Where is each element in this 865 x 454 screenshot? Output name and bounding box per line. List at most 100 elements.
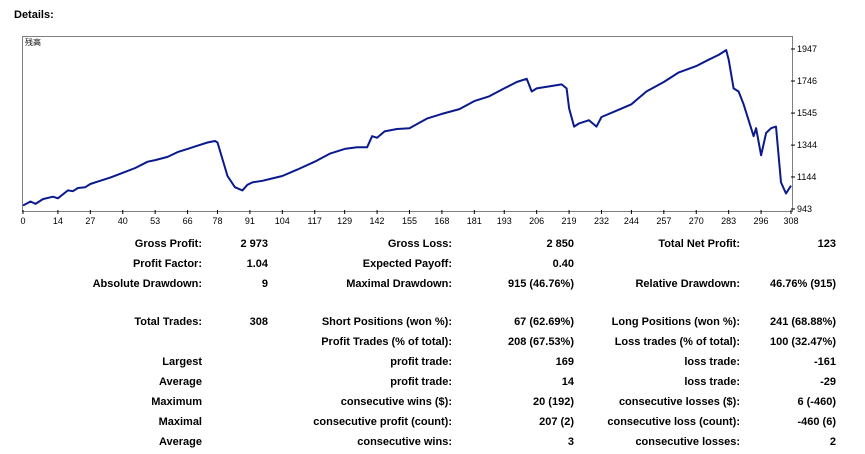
x-tick-label: 232 [594, 216, 609, 226]
y-tick-label: 1344 [797, 140, 817, 150]
stat-value: 169 [555, 356, 574, 368]
stat-value: 308 [249, 316, 268, 328]
stat-value: 915 (46.76%) [507, 278, 574, 290]
stat-value [202, 332, 268, 352]
x-tick-label: 270 [689, 216, 704, 226]
stats-row: Average profit trade: 14 loss trade: -29 [0, 372, 836, 392]
x-tick-label: 40 [118, 216, 128, 226]
stat-value: 14 [561, 376, 574, 388]
stat-label: Total Trades: [134, 316, 202, 328]
x-tick-label: 142 [370, 216, 385, 226]
chart-series-label: 残高 [25, 38, 41, 47]
x-tick-label: 53 [150, 216, 160, 226]
x-tick-label: 27 [85, 216, 95, 226]
stat-value: -29 [820, 376, 836, 388]
x-tick-label: 257 [656, 216, 671, 226]
stat-value: 3 [567, 436, 574, 448]
stats-row: Absolute Drawdown: 9 Maximal Drawdown: 9… [0, 274, 836, 294]
stat-value: 123 [817, 238, 836, 250]
balance-series-line [22, 49, 792, 207]
stat-value: 46.76% (915) [769, 278, 836, 290]
stat-label: consecutive wins: [357, 436, 452, 448]
stat-label: Average [158, 436, 202, 448]
stat-value [202, 392, 268, 412]
y-tick-label: 1144 [797, 172, 816, 182]
stat-label: Absolute Drawdown: [92, 278, 202, 290]
stat-value [202, 412, 268, 432]
x-tick-label: 0 [20, 216, 25, 226]
stat-label: Maximum [151, 396, 202, 408]
stat-value: 1.04 [246, 258, 268, 270]
stat-label: Largest [162, 356, 202, 368]
balance-chart-frame [22, 36, 793, 212]
stat-label: consecutive wins ($): [340, 396, 452, 408]
stat-label: profit trade: [390, 356, 452, 368]
stat-value: 0.40 [552, 258, 574, 270]
x-tick-label: 14 [53, 216, 63, 226]
stats-row: Profit Trades (% of total): 208 (67.53%)… [0, 332, 836, 352]
details-title: Details: [14, 9, 54, 21]
stats-table: Gross Profit: 2 973 Gross Loss: 2 850 To… [0, 234, 836, 452]
x-tick-label: 296 [754, 216, 769, 226]
x-tick-label: 91 [245, 216, 255, 226]
x-tick-label: 244 [624, 216, 639, 226]
stat-value: 207 (2) [539, 416, 574, 428]
y-tick-label: 1947 [797, 44, 817, 54]
stat-value: 6 (-460) [797, 396, 836, 408]
y-tick-label: 1545 [797, 108, 817, 118]
x-tick-label: 66 [183, 216, 193, 226]
stat-value [202, 372, 268, 392]
stat-value: 9 [261, 278, 268, 290]
stats-row: Gross Profit: 2 973 Gross Loss: 2 850 To… [0, 234, 836, 254]
stat-value: 100 (32.47%) [769, 336, 836, 348]
x-tick-label: 117 [308, 216, 322, 226]
stat-label: Profit Trades (% of total): [321, 336, 452, 348]
stats-row: Average consecutive wins: 3 consecutive … [0, 432, 836, 452]
balance-chart: 943 1144 1344 1545 1746 1947 0 14 27 40 53 66 78 91 10… [20, 44, 817, 226]
stat-value: -161 [813, 356, 836, 368]
x-tick-label: 283 [721, 216, 736, 226]
stat-label: consecutive profit (count): [313, 416, 452, 428]
stat-value: 2 850 [546, 238, 574, 250]
x-tick-label: 78 [212, 216, 222, 226]
stat-label: loss trade: [684, 376, 740, 388]
stats-row: Largest profit trade: 169 loss trade: -1… [0, 352, 836, 372]
stat-label: loss trade: [684, 356, 740, 368]
stats-spacer [0, 294, 836, 312]
stat-value: 241 (68.88%) [769, 316, 836, 328]
stat-value: 208 (67.53%) [507, 336, 574, 348]
stat-value: 2 [829, 436, 836, 448]
stat-label: consecutive losses ($): [618, 396, 740, 408]
stat-label [0, 332, 202, 352]
x-tick-label: 168 [434, 216, 449, 226]
stat-label: profit trade: [390, 376, 452, 388]
stat-label: Long Positions (won %): [611, 316, 740, 328]
stat-value: 20 (192) [533, 396, 574, 408]
stat-label: Short Positions (won %): [321, 316, 452, 328]
y-tick-label: 943 [797, 204, 812, 214]
stat-value [202, 432, 268, 452]
stats-row: Maximal consecutive profit (count): 207 … [0, 412, 836, 432]
stat-label: Loss trades (% of total): [614, 336, 740, 348]
stat-label: consecutive loss (count): [607, 416, 740, 428]
x-tick-label: 181 [467, 216, 482, 226]
x-tick-label: 104 [275, 216, 290, 226]
stats-row: Maximum consecutive wins ($): 20 (192) c… [0, 392, 836, 412]
stat-label: Average [158, 376, 202, 388]
stat-label [574, 254, 740, 274]
stat-value: 2 973 [240, 238, 268, 250]
stat-label: Gross Profit: [134, 238, 202, 250]
stat-label: Relative Drawdown: [635, 278, 740, 290]
stat-value [740, 254, 836, 274]
stat-label: Gross Loss: [387, 238, 452, 250]
x-tick-label: 308 [783, 216, 798, 226]
stat-label: consecutive losses: [635, 436, 740, 448]
stats-row: Profit Factor: 1.04 Expected Payoff: 0.4… [0, 254, 836, 274]
stat-label: Maximal [158, 416, 202, 428]
y-tick-label: 1746 [797, 76, 817, 86]
stat-label: Maximal Drawdown: [346, 278, 452, 290]
stat-value [202, 352, 268, 372]
stat-label: Profit Factor: [132, 258, 202, 270]
x-tick-label: 155 [402, 216, 417, 226]
x-tick-label: 219 [562, 216, 577, 226]
